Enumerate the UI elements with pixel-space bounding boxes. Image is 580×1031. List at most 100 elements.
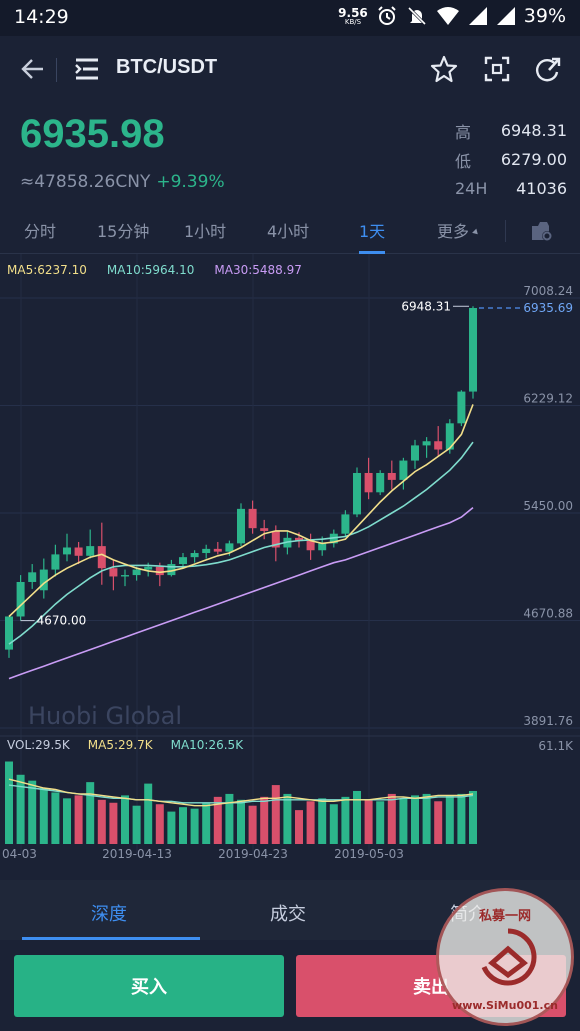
kline-chart[interactable]: 7008.24 6229.12 5450.00 4670.88 3891.76 Huobi…: [0, 254, 580, 866]
candle-body: [167, 564, 176, 576]
time-axis-label: 2019-04-23: [218, 847, 288, 861]
buy-button[interactable]: 买入: [14, 955, 284, 1017]
ma5-line: [8, 404, 474, 618]
star-icon[interactable]: [430, 55, 458, 83]
volume-bar: [225, 793, 234, 844]
vol-label: VOL:29.5K: [7, 738, 70, 752]
chart-settings-icon[interactable]: [530, 220, 554, 242]
volume-bar: [283, 793, 292, 844]
network-speed: 9.56 KB/S: [338, 7, 368, 26]
stat-low: 低 6279.00: [455, 145, 567, 174]
watermark-stamp: 私募一网 www.SiMu001.cn: [436, 888, 574, 1026]
volume-bar: [97, 799, 106, 844]
volume-bar: [364, 799, 373, 844]
candle-body: [63, 547, 71, 555]
back-arrow-icon[interactable]: [20, 56, 46, 82]
candle-body: [190, 553, 199, 558]
signal-icon-2: [496, 7, 515, 25]
volume-bar: [318, 798, 327, 844]
current-price-label: 6935.69: [523, 301, 573, 315]
tab-4hour[interactable]: 4小时: [267, 222, 310, 241]
candle-body: [86, 546, 95, 556]
volume-bar: [306, 801, 315, 844]
volume-bar: [109, 802, 118, 844]
time-axis-label: 2019-04-13: [102, 847, 172, 861]
ma-legend: MA5:6237.10 MA10:5964.10 MA30:5488.97: [7, 263, 302, 277]
status-bar: 14:29 9.56 KB/S 39%: [0, 0, 580, 36]
clock: 14:29: [14, 6, 69, 28]
stat-label: 高: [455, 122, 472, 142]
volume-bar: [167, 811, 176, 844]
price-axis-label: 6229.12: [523, 392, 573, 406]
refresh-icon[interactable]: [533, 56, 561, 84]
candle-body: [306, 540, 315, 551]
volume-bar: [51, 792, 60, 844]
tab-trades[interactable]: 成交: [270, 904, 306, 925]
candle-body: [341, 514, 350, 534]
interval-tabs: 分时 15分钟 1小时 4小时 1天 更多: [0, 208, 580, 254]
tab-timeline[interactable]: 分时: [24, 222, 57, 241]
tab-15min[interactable]: 15分钟: [97, 222, 150, 241]
candle-body: [445, 423, 454, 450]
candle-body: [260, 528, 269, 531]
volume-bar: [422, 793, 431, 844]
exchange-watermark: Huobi Global: [28, 702, 182, 730]
volume-bar: [260, 796, 269, 844]
volume-bar: [341, 796, 350, 844]
volume-bar: [132, 805, 141, 844]
volume-bar: [121, 795, 129, 844]
ma10-label: MA10:5964.10: [106, 263, 195, 277]
ma10-line: [8, 441, 474, 645]
candle-body: [422, 441, 431, 446]
time-axis-label: 2019-05-03: [334, 847, 404, 861]
price-cny-line: ≈47858.26CNY +9.39%: [20, 172, 225, 192]
network-speed-unit: KB/S: [344, 17, 362, 26]
pair-title[interactable]: BTC/USDT: [116, 56, 218, 78]
volume-bar: [74, 795, 83, 844]
volume-bar: [248, 805, 257, 844]
low-marker-label: 4670.00: [37, 614, 87, 628]
stat-value: 6948.31: [500, 121, 567, 140]
candle-body: [387, 472, 396, 480]
menu-icon[interactable]: [74, 57, 100, 81]
tab-1hour[interactable]: 1小时: [184, 222, 227, 241]
ma5-label: MA5:6237.10: [7, 263, 87, 277]
candle-body: [213, 548, 222, 552]
dropdown-triangle-icon: [472, 228, 480, 237]
candle-body: [202, 548, 211, 554]
vol-ma10-label: MA10:26.5K: [170, 738, 244, 752]
stat-value: 41036: [516, 179, 567, 198]
candle-body: [132, 569, 141, 576]
volume-bar: [16, 774, 25, 844]
candlestick-svg[interactable]: 7008.24 6229.12 5450.00 4670.88 3891.76 Huobi…: [0, 254, 580, 866]
volume-ma5-line: [8, 778, 474, 807]
volume-bar: [63, 798, 71, 844]
candle-body: [353, 472, 361, 515]
tab-depth[interactable]: 深度: [91, 904, 127, 925]
stat-high: 高 6948.31: [455, 116, 567, 145]
volume-ma10-line: [8, 784, 474, 804]
price-axis-label: 3891.76: [523, 714, 573, 728]
active-tab-indicator: [22, 937, 200, 940]
candle-body: [179, 557, 187, 565]
volume-bar: [39, 788, 48, 844]
stamp-top-text: 私募一网: [478, 909, 531, 924]
signal-icon: [468, 7, 487, 25]
volume-bar: [329, 804, 338, 844]
volume-bar: [376, 801, 385, 844]
high-marker-label: 6948.31: [401, 299, 451, 313]
candle-body: [411, 445, 419, 461]
mute-icon: [407, 6, 426, 26]
scan-icon[interactable]: [484, 56, 510, 82]
candle-body: [16, 581, 25, 617]
candle-body: [5, 616, 13, 650]
volume-bar: [5, 761, 13, 844]
stat-value: 6279.00: [500, 150, 567, 169]
volume-bar: [213, 796, 222, 844]
tab-more[interactable]: 更多: [437, 222, 470, 241]
volume-bar: [411, 795, 419, 844]
volume-bar: [469, 790, 477, 844]
candle-body: [399, 460, 408, 480]
volume-bar: [190, 808, 199, 844]
tab-1day[interactable]: 1天: [359, 222, 386, 241]
